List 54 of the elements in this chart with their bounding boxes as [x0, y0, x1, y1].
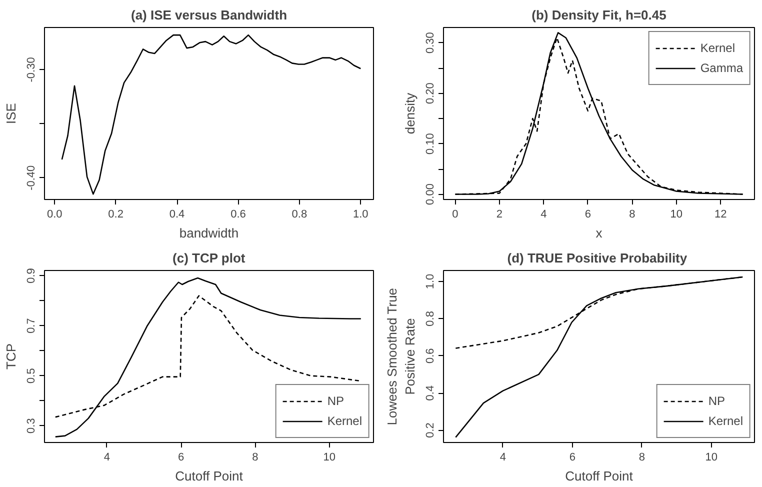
- y-axis-title: ISE: [4, 102, 18, 124]
- y-tick-label: -0.30: [26, 57, 38, 82]
- y-tick-label: 1.0: [424, 274, 436, 290]
- y-tick-label: -0.40: [26, 165, 38, 190]
- legend-label: Gamma: [700, 61, 743, 75]
- chart-title: (a) ISE versus Bandwidth: [130, 8, 288, 22]
- x-tick-label: 4: [104, 452, 110, 464]
- y-tick-label: 0.2: [424, 422, 436, 438]
- x-tick-label: 8: [629, 208, 636, 220]
- x-tick-label: 6: [569, 452, 576, 464]
- x-tick-label: 0.6: [230, 208, 246, 220]
- x-tick-label: 0.2: [108, 208, 124, 220]
- x-tick-label: 2: [496, 208, 503, 220]
- x-tick-label: 8: [638, 452, 645, 464]
- y-axis-title: Lowees Smoothed True Positive Rate: [384, 288, 418, 426]
- y-tick-label: 0.3: [26, 418, 38, 434]
- y-tick-label: 0.20: [424, 82, 436, 104]
- chart-title: (b) Density Fit, h=0.45: [532, 8, 666, 22]
- legend-label: Kernel: [327, 414, 362, 428]
- x-tick-label: 6: [178, 452, 184, 464]
- y-axis-title: density: [402, 92, 418, 134]
- x-tick-label: 10: [323, 452, 336, 464]
- y-tick-label: 0.6: [424, 348, 436, 364]
- x-tick-label: 12: [714, 208, 727, 220]
- x-tick-label: 8: [252, 452, 258, 464]
- y-tick-label: 0.00: [424, 184, 436, 205]
- x-axis-title: Cutoff Point: [565, 468, 634, 484]
- x-tick-label: 4: [500, 452, 506, 464]
- legend-label: NP: [327, 394, 345, 408]
- legend-label: Kernel: [708, 414, 743, 428]
- x-tick-label: 10: [705, 452, 718, 464]
- chart-title: (d) TRUE Positive Probability: [507, 250, 688, 266]
- x-tick-label: 1.0: [353, 208, 368, 220]
- x-axis-title: bandwidth: [179, 226, 239, 240]
- x-tick-label: 6: [584, 208, 592, 220]
- legend-label: NP: [708, 394, 726, 408]
- chart-title: (c) TCP plot: [172, 250, 246, 266]
- x-tick-label: 4: [540, 208, 547, 220]
- x-axis-title: x: [596, 226, 603, 240]
- x-tick-label: 0: [452, 208, 458, 220]
- x-tick-label: 0.4: [169, 208, 185, 220]
- x-tick-label: 10: [670, 208, 683, 220]
- legend-label: Kernel: [700, 41, 735, 55]
- x-axis-title: Cutoff Point: [175, 468, 244, 484]
- y-tick-label: 0.8: [424, 311, 436, 326]
- x-tick-label: 0.8: [292, 208, 308, 220]
- x-tick-label: 0.0: [46, 208, 62, 220]
- y-tick-label: 0.30: [424, 32, 436, 54]
- y-tick-label: 0.10: [424, 133, 436, 154]
- y-tick-label: 0.7: [26, 318, 38, 334]
- y-tick-label: 0.5: [26, 368, 38, 384]
- y-axis-title: TCP: [4, 344, 18, 370]
- y-tick-label: 0.9: [26, 268, 38, 284]
- y-tick-label: 0.4: [424, 385, 436, 401]
